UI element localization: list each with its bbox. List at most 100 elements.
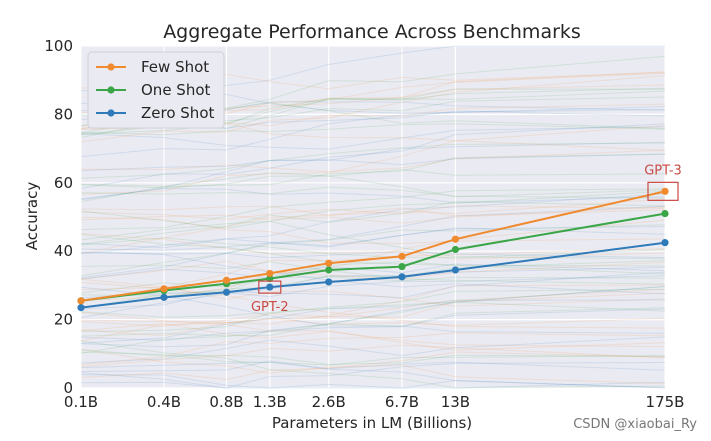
data-point (325, 259, 333, 267)
benchmark-line (80, 149, 666, 173)
benchmark-line (80, 284, 666, 325)
legend-item: Zero Shot (96, 104, 214, 122)
data-point (222, 288, 231, 296)
x-tick-label: 2.6B (312, 393, 346, 411)
benchmark-line (80, 125, 666, 195)
benchmark-line (80, 374, 666, 389)
benchmark-line (80, 153, 666, 203)
y-tick-label: 100 (44, 37, 73, 55)
y-tick-label: 80 (54, 105, 73, 123)
benchmark-line (80, 301, 666, 318)
legend-label: Zero Shot (141, 104, 214, 122)
y-tick-label: 60 (54, 174, 73, 192)
benchmark-line (80, 311, 666, 351)
data-point (325, 266, 333, 274)
benchmark-line (80, 351, 666, 381)
benchmark-line (80, 123, 666, 189)
legend-item: Few Shot (96, 58, 209, 76)
benchmark-line (80, 188, 666, 231)
legend-label: One Shot (141, 81, 211, 99)
benchmark-line (80, 205, 666, 217)
benchmark-line (80, 126, 666, 150)
benchmark-line (80, 266, 666, 319)
legend-box (87, 51, 225, 129)
legend-marker (107, 86, 115, 94)
series-line (80, 212, 666, 302)
benchmark-line (80, 248, 666, 291)
data-point (266, 269, 274, 278)
benchmark-line (80, 344, 666, 368)
benchmark-line (80, 206, 666, 224)
data-point (398, 252, 406, 260)
benchmark-line (80, 172, 666, 198)
x-tick-label: 6.7B (385, 393, 419, 411)
benchmark-line (80, 299, 666, 344)
x-tick-label: 13B (441, 393, 470, 411)
benchmark-line (80, 123, 666, 136)
benchmark-line (80, 227, 666, 249)
benchmark-line (80, 349, 666, 366)
annotations-layer: GPT-2 GPT-3 (251, 163, 682, 315)
benchmark-line (80, 348, 666, 385)
benchmark-line (80, 292, 666, 342)
legend-marker (107, 63, 115, 71)
data-point (77, 297, 85, 305)
legend-marker (107, 109, 115, 117)
benchmark-line (80, 340, 666, 389)
benchmark-line (80, 362, 666, 389)
benchmark-line (80, 198, 666, 254)
y-tick-label: 20 (54, 311, 73, 329)
benchmark-line (80, 332, 666, 366)
data-point (77, 304, 85, 312)
benchmark-line (80, 372, 666, 389)
benchmark-line (80, 308, 666, 341)
benchmark-line (80, 188, 666, 204)
benchmark-line (80, 108, 666, 158)
data-point (451, 266, 460, 274)
annotation-box (647, 181, 679, 201)
series-line (80, 190, 666, 302)
data-point (451, 235, 460, 243)
y-tick-labels: 0 20 40 60 80 100 (44, 37, 73, 397)
watermark: CSDN @xiaobai_Ry (573, 417, 697, 432)
annotation-label: GPT-2 (251, 300, 289, 315)
x-tick-label: 175B (646, 393, 685, 411)
benchmark-line (80, 288, 666, 332)
series-line (80, 241, 666, 309)
benchmark-line (80, 336, 666, 364)
benchmark-line (80, 233, 666, 260)
x-tick-label: 0.1B (64, 393, 98, 411)
x-tick-label: 0.8B (209, 393, 243, 411)
benchmark-line (80, 205, 666, 220)
benchmark-line (80, 261, 666, 309)
benchmark-line (80, 153, 666, 172)
benchmark-line (80, 233, 666, 275)
benchmark-line (80, 317, 666, 337)
legend-label: Few Shot (141, 58, 209, 76)
benchmark-line (80, 351, 666, 366)
benchmark-line (80, 271, 666, 310)
data-point (451, 245, 460, 254)
annotation-box (258, 280, 282, 294)
benchmark-line (80, 361, 666, 371)
chart-title: Aggregate Performance Across Benchmarks (163, 21, 581, 43)
benchmark-line (80, 169, 666, 189)
benchmark-line (80, 251, 666, 295)
data-point (222, 276, 231, 284)
data-point (325, 278, 333, 286)
data-point (160, 293, 168, 301)
data-point (266, 274, 274, 283)
benchmark-line (80, 288, 666, 327)
x-tick-labels: 0.1B 0.4B 0.8B 1.3B 2.6B 6.7B 13B 175B (64, 393, 685, 411)
data-point (160, 285, 168, 293)
benchmark-line (80, 210, 666, 260)
data-point (398, 273, 406, 281)
benchmark-line (80, 141, 666, 201)
benchmark-line (80, 263, 666, 280)
benchmark-line (80, 323, 666, 348)
benchmark-line (80, 286, 666, 337)
data-point (661, 209, 669, 218)
benchmark-line (80, 142, 666, 179)
benchmark-line (80, 285, 666, 348)
